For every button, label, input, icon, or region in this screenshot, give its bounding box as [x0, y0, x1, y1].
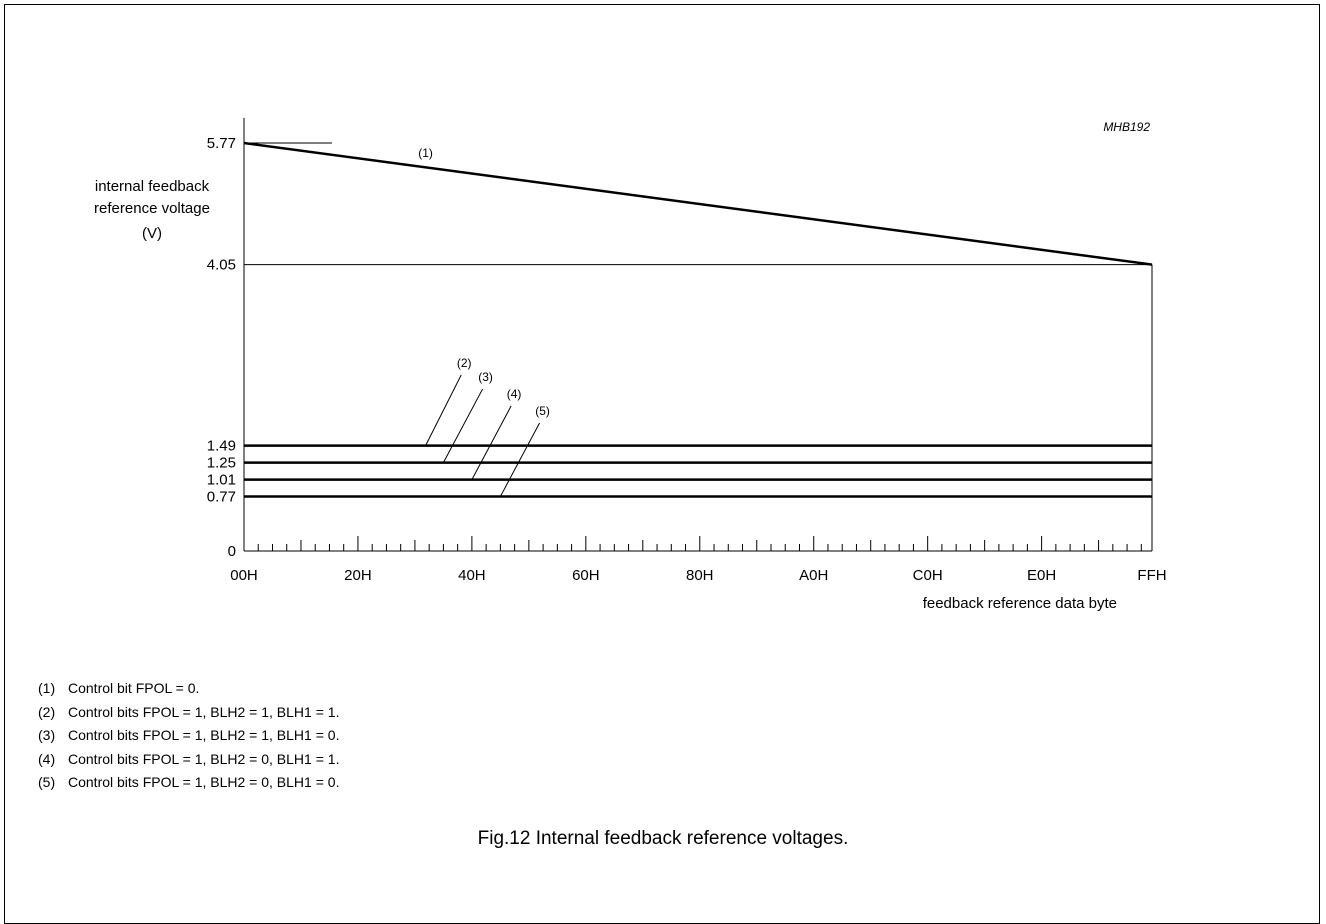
note-item: (2) Control bits FPOL = 1, BLH2 = 1, BLH1…	[38, 704, 339, 728]
x-tick-label: 20H	[344, 567, 372, 584]
series-leader-line	[471, 405, 512, 480]
series-leader-line	[425, 374, 462, 446]
y-tick-label: 4.05	[207, 257, 236, 274]
y-tick-label: 1.01	[207, 472, 236, 489]
x-tick-label: A0H	[799, 567, 828, 584]
y-axis-label-line: reference voltage	[94, 200, 210, 217]
y-axis-label-line: (V)	[142, 225, 162, 242]
series-line	[243, 141, 1153, 266]
x-tick-label: 60H	[572, 567, 600, 584]
x-axis-label: feedback reference data byte	[923, 595, 1117, 612]
chart: MHB192 internal feedback reference voltag…	[94, 118, 1167, 612]
y-axis-label-line: internal feedback	[95, 178, 210, 195]
y-axis-label: internal feedback reference voltage (V)	[94, 178, 210, 242]
note-text: Control bits FPOL = 1, BLH2 = 1, BLH1 = …	[68, 727, 340, 743]
note-item: (1) Control bit FPOL = 0.	[38, 680, 339, 704]
y-tick-label: 5.77	[207, 135, 236, 152]
note-text: Control bits FPOL = 1, BLH2 = 0, BLH1 = …	[68, 750, 340, 767]
x-tick-label: FFH	[1137, 567, 1166, 584]
note-text: Control bits FPOL = 1, BLH2 = 0, BLH1 = …	[68, 774, 340, 790]
x-tick-label: 00H	[230, 567, 258, 584]
series-leader-line	[499, 422, 540, 497]
note-number: (4)	[38, 750, 56, 767]
notes-list: (1) Control bit FPOL = 0. (2) Control bits …	[38, 680, 339, 798]
x-tick-label: 80H	[686, 567, 714, 584]
note-number: (3)	[38, 727, 56, 743]
series-leader-line	[442, 388, 484, 463]
figure-code: MHB192	[1103, 120, 1150, 134]
note-number: (1)	[38, 680, 56, 696]
x-tick-label: E0H	[1027, 567, 1056, 584]
note-item: (3) Control bits FPOL = 1, BLH2 = 1, BLH1…	[38, 727, 339, 751]
series-label: (4)	[507, 387, 522, 401]
series-label: (2)	[457, 356, 472, 370]
figure-caption: Fig.12 Internal feedback reference volta…	[477, 828, 849, 849]
note-number: (5)	[38, 774, 56, 790]
y-tick-label: 0	[228, 543, 236, 560]
y-tick-label: 1.25	[207, 455, 236, 472]
y-tick-label: 1.49	[207, 438, 236, 455]
x-tick-label: C0H	[913, 567, 943, 584]
series-label: (1)	[418, 146, 433, 160]
series-label: (3)	[478, 370, 493, 384]
note-text: Control bits FPOL = 1, BLH2 = 1, BLH1 = …	[68, 703, 340, 720]
note-text: Control bit FPOL = 0.	[68, 680, 200, 696]
x-tick-label: 40H	[458, 567, 486, 584]
note-number: (2)	[38, 703, 56, 720]
series-label: (5)	[535, 404, 550, 418]
note-item: (5) Control bits FPOL = 1, BLH2 = 0, BLH1…	[38, 774, 339, 798]
note-item: (4) Control bits FPOL = 1, BLH2 = 0, BLH1…	[38, 751, 339, 775]
y-tick-label: 0.77	[207, 489, 236, 506]
